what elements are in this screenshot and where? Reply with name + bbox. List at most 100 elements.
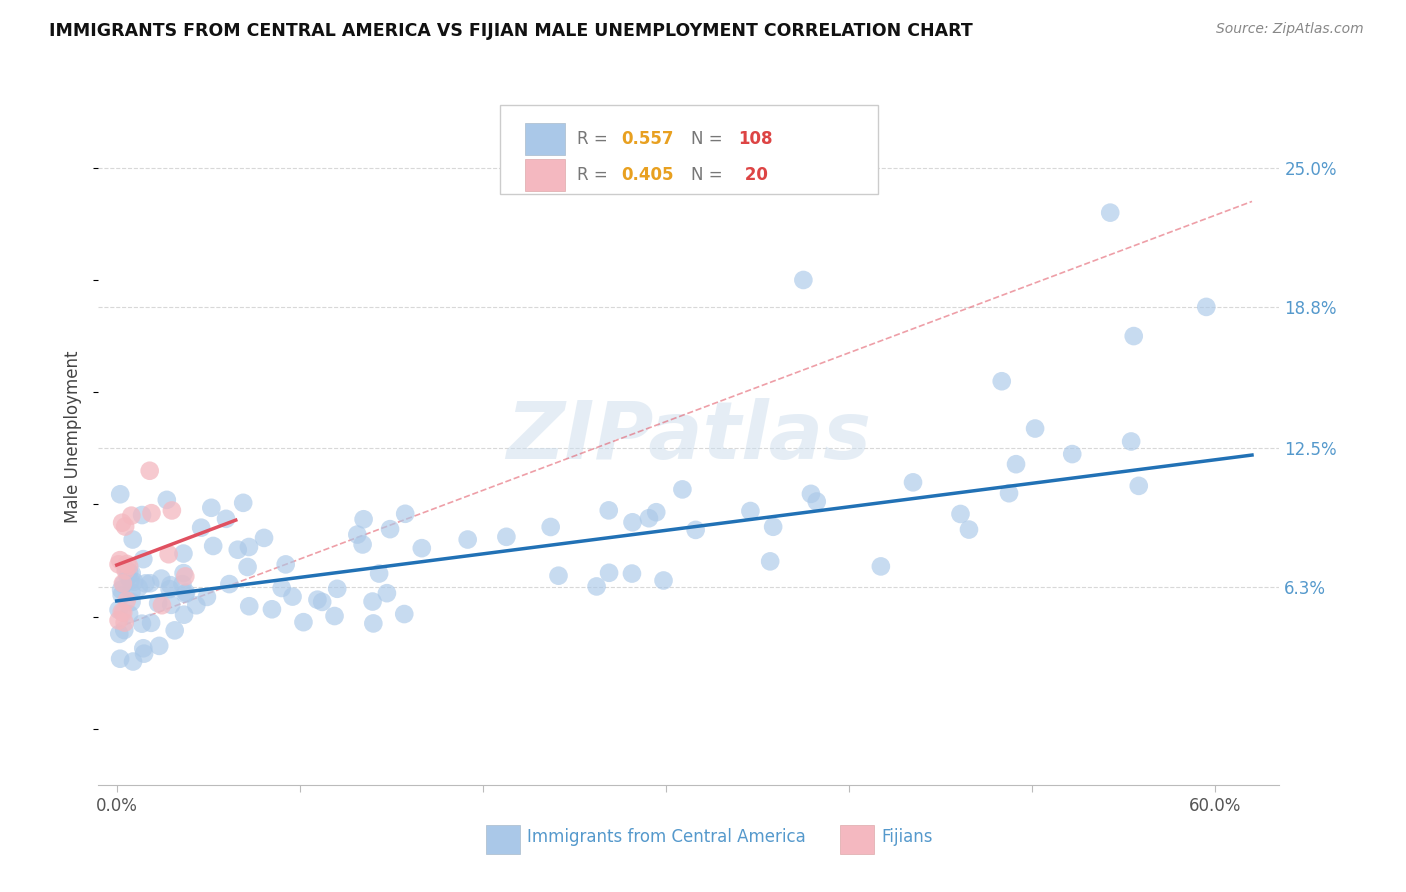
Point bbox=[112, 606, 135, 620]
Point bbox=[138, 464, 160, 478]
Point bbox=[238, 599, 260, 614]
Point bbox=[236, 560, 259, 574]
Point bbox=[148, 639, 170, 653]
Point bbox=[141, 506, 163, 520]
Point bbox=[108, 553, 131, 567]
Text: ZIPatlas: ZIPatlas bbox=[506, 398, 872, 476]
Point bbox=[547, 568, 569, 582]
Point bbox=[260, 602, 283, 616]
Point bbox=[114, 564, 136, 578]
Point bbox=[156, 492, 179, 507]
Point bbox=[111, 576, 134, 591]
Point bbox=[253, 531, 276, 545]
Point bbox=[378, 522, 401, 536]
Point bbox=[292, 615, 315, 629]
Point bbox=[132, 552, 155, 566]
Point bbox=[990, 374, 1012, 388]
Point bbox=[457, 533, 479, 547]
Point bbox=[394, 507, 416, 521]
Point bbox=[172, 577, 194, 591]
Point bbox=[311, 595, 333, 609]
Point bbox=[112, 577, 135, 591]
Point bbox=[800, 487, 823, 501]
Point bbox=[685, 523, 707, 537]
Text: IMMIGRANTS FROM CENTRAL AMERICA VS FIJIAN MALE UNEMPLOYMENT CORRELATION CHART: IMMIGRANTS FROM CENTRAL AMERICA VS FIJIA… bbox=[49, 22, 973, 40]
Point bbox=[1195, 300, 1218, 314]
Point bbox=[352, 537, 374, 551]
Text: N =: N = bbox=[692, 130, 728, 148]
Point bbox=[620, 566, 643, 581]
FancyBboxPatch shape bbox=[524, 123, 565, 155]
Point bbox=[122, 574, 145, 589]
Point bbox=[112, 623, 135, 637]
Point bbox=[361, 594, 384, 608]
Point bbox=[368, 566, 391, 581]
Point bbox=[118, 559, 141, 574]
Point bbox=[1062, 447, 1084, 461]
Point bbox=[998, 486, 1021, 500]
Point bbox=[139, 615, 162, 630]
Point bbox=[131, 508, 153, 522]
Text: Source: ZipAtlas.com: Source: ZipAtlas.com bbox=[1216, 22, 1364, 37]
Point bbox=[638, 511, 661, 525]
Text: Immigrants from Central America: Immigrants from Central America bbox=[527, 828, 806, 847]
Point bbox=[195, 590, 218, 604]
Point bbox=[740, 504, 762, 518]
Point bbox=[762, 520, 785, 534]
Point bbox=[394, 607, 416, 621]
Point bbox=[495, 530, 517, 544]
FancyBboxPatch shape bbox=[841, 824, 875, 854]
Point bbox=[120, 585, 142, 599]
Point bbox=[111, 588, 134, 602]
Text: Fijians: Fijians bbox=[882, 828, 934, 847]
Point bbox=[186, 599, 208, 613]
Text: 0.557: 0.557 bbox=[621, 130, 673, 148]
Point bbox=[621, 516, 644, 530]
Point bbox=[949, 507, 972, 521]
Y-axis label: Male Unemployment: Male Unemployment bbox=[65, 351, 83, 524]
Point bbox=[346, 527, 368, 541]
Point bbox=[120, 508, 142, 523]
Point bbox=[174, 569, 197, 583]
Point bbox=[1005, 457, 1028, 471]
Point bbox=[375, 586, 398, 600]
Point bbox=[120, 574, 142, 588]
Point bbox=[118, 565, 141, 579]
Point bbox=[132, 647, 155, 661]
Point bbox=[110, 582, 132, 597]
Point bbox=[598, 566, 620, 580]
Point bbox=[115, 562, 138, 576]
Point bbox=[869, 559, 891, 574]
Text: R =: R = bbox=[576, 166, 613, 185]
Point bbox=[107, 558, 129, 572]
Point bbox=[122, 655, 145, 669]
Point bbox=[132, 641, 155, 656]
Point bbox=[163, 624, 186, 638]
Point bbox=[270, 581, 292, 595]
Point bbox=[274, 558, 297, 572]
Point bbox=[1121, 434, 1143, 449]
Point bbox=[238, 540, 260, 554]
FancyBboxPatch shape bbox=[486, 824, 520, 854]
Point bbox=[585, 579, 607, 593]
Point bbox=[218, 577, 240, 591]
Point bbox=[173, 607, 195, 622]
Point bbox=[131, 616, 153, 631]
Point bbox=[901, 475, 924, 490]
Point bbox=[115, 557, 138, 571]
Point bbox=[111, 605, 134, 619]
Point bbox=[411, 541, 433, 556]
Point bbox=[326, 582, 349, 596]
Point bbox=[598, 503, 620, 517]
Point bbox=[1099, 205, 1122, 219]
Point bbox=[160, 503, 183, 517]
Point bbox=[232, 496, 254, 510]
Point bbox=[792, 273, 814, 287]
Point bbox=[281, 590, 304, 604]
Point bbox=[1122, 329, 1144, 343]
Point bbox=[215, 512, 238, 526]
Point bbox=[114, 615, 136, 630]
Point bbox=[150, 572, 173, 586]
Point bbox=[353, 512, 375, 526]
Point bbox=[173, 566, 195, 581]
